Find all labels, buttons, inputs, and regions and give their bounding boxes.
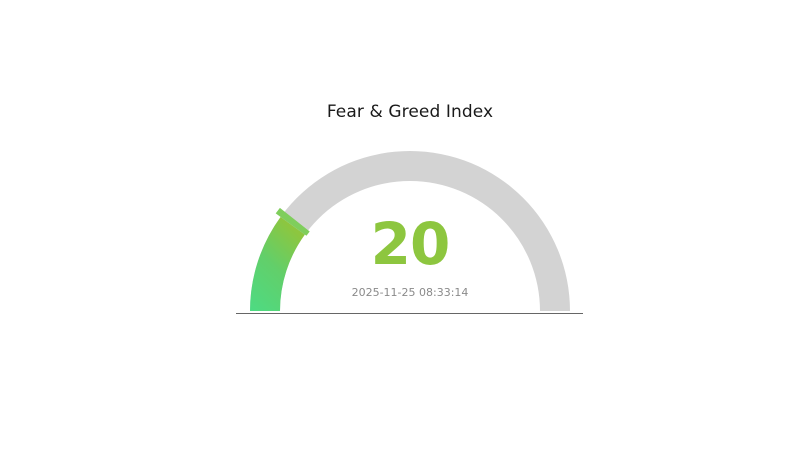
gauge-value: 20 [370, 210, 451, 278]
gauge-progress-arc [250, 216, 305, 311]
gauge-timestamp: 2025-11-25 08:33:14 [351, 286, 469, 299]
gauge-baseline [236, 313, 583, 315]
gauge-track-arc [250, 151, 570, 311]
needle-marker-icon [275, 207, 310, 236]
chart-title: Fear & Greed Index [326, 102, 494, 122]
